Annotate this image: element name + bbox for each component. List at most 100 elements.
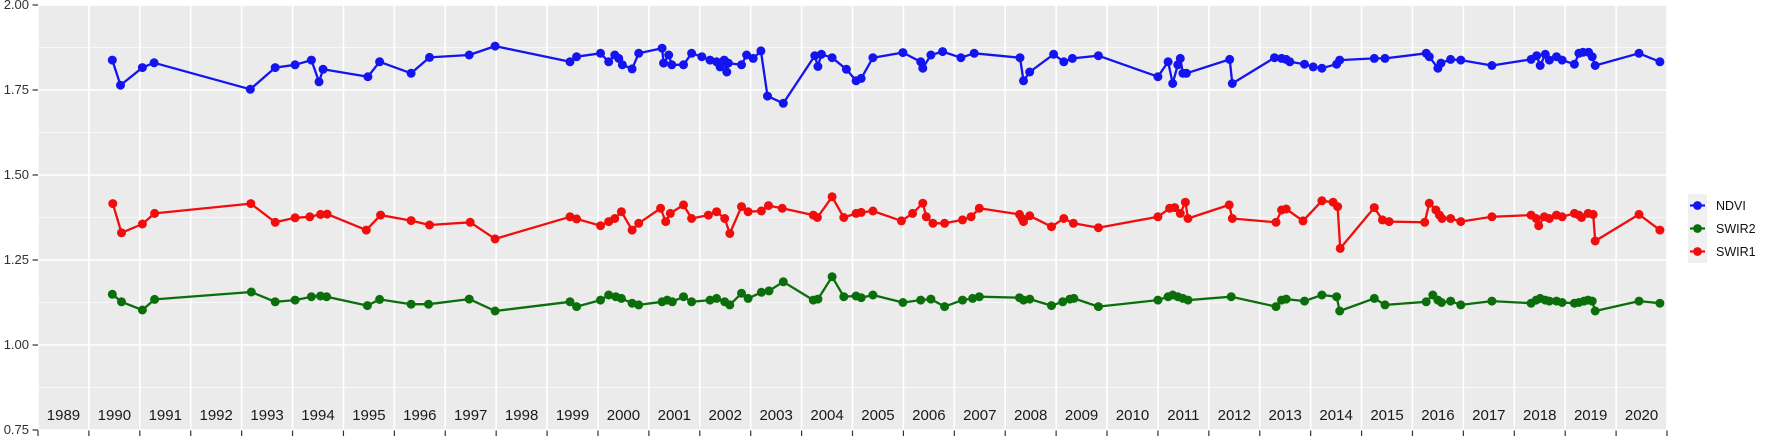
- data-point: [1590, 61, 1600, 70]
- data-point: [1093, 223, 1103, 233]
- data-point: [778, 277, 788, 287]
- data-point: [107, 289, 117, 299]
- data-point: [661, 217, 671, 227]
- data-point: [565, 57, 575, 67]
- data-point: [1025, 294, 1035, 304]
- data-point: [1590, 306, 1600, 316]
- data-point: [679, 60, 688, 70]
- data-point: [1424, 52, 1434, 62]
- data-point: [490, 41, 500, 51]
- data-point: [896, 216, 906, 226]
- data-point: [1271, 217, 1281, 227]
- data-point: [1317, 196, 1327, 206]
- data-point: [406, 216, 416, 226]
- x-axis-label: 1995: [352, 407, 385, 424]
- y-axis-label: 0.75: [4, 422, 29, 437]
- data-point: [490, 234, 500, 244]
- data-point: [908, 208, 918, 218]
- data-point: [634, 218, 644, 228]
- data-point: [572, 52, 582, 62]
- data-point: [687, 48, 697, 58]
- data-point: [1183, 214, 1193, 223]
- x-axis-label: 2017: [1472, 407, 1505, 424]
- data-point: [490, 306, 500, 316]
- data-point: [974, 203, 984, 213]
- data-point: [813, 62, 823, 71]
- data-point: [1369, 203, 1379, 213]
- data-point: [1590, 236, 1600, 246]
- data-point: [1270, 53, 1279, 63]
- data-point: [974, 292, 984, 302]
- data-point: [1456, 217, 1466, 227]
- data-point: [1587, 296, 1597, 306]
- data-point: [712, 293, 722, 303]
- data-point: [1446, 54, 1456, 64]
- data-point: [246, 287, 256, 297]
- data-point: [1163, 57, 1173, 67]
- data-point: [921, 212, 931, 222]
- data-point: [1308, 62, 1318, 72]
- data-point: [1380, 53, 1390, 63]
- data-point: [1557, 298, 1567, 307]
- data-point: [306, 292, 316, 302]
- data-point: [1271, 302, 1281, 312]
- data-point: [616, 293, 626, 303]
- data-point: [839, 292, 849, 302]
- data-point: [1369, 53, 1379, 63]
- data-point: [117, 228, 126, 238]
- data-point: [756, 206, 766, 216]
- data-point: [322, 209, 332, 219]
- x-axis-label: 2001: [658, 407, 691, 424]
- data-point: [1170, 203, 1180, 213]
- data-point: [816, 49, 826, 59]
- data-point: [703, 210, 713, 220]
- data-point: [634, 300, 644, 310]
- data-point: [363, 72, 373, 82]
- data-point: [926, 50, 936, 60]
- legend-entry-ndvi: NDVI: [1688, 194, 1756, 217]
- data-point: [1557, 212, 1567, 222]
- data-point: [812, 213, 822, 222]
- data-point: [918, 198, 928, 208]
- data-point: [604, 57, 614, 67]
- data-point: [656, 203, 666, 213]
- data-point: [1557, 55, 1567, 65]
- data-point: [1180, 197, 1190, 207]
- data-point: [1093, 51, 1103, 61]
- data-point: [940, 302, 950, 312]
- data-point: [117, 297, 126, 307]
- data-point: [720, 214, 730, 223]
- data-point: [464, 50, 474, 60]
- legend-label-swir1: SWIR1: [1716, 244, 1756, 259]
- data-point: [108, 199, 118, 209]
- data-point: [150, 208, 160, 218]
- data-point: [1487, 212, 1497, 222]
- x-axis-label: 1997: [454, 407, 487, 424]
- data-point: [743, 207, 753, 217]
- x-axis-label: 2002: [709, 407, 742, 424]
- data-point: [725, 229, 735, 238]
- data-point: [1380, 300, 1390, 310]
- data-point: [1544, 55, 1554, 65]
- data-point: [1298, 216, 1308, 226]
- data-point: [1421, 297, 1431, 307]
- data-point: [687, 214, 697, 223]
- series-NDVI: [107, 41, 1665, 108]
- data-point: [712, 207, 722, 217]
- data-point: [856, 73, 866, 83]
- data-point: [715, 62, 725, 72]
- data-point: [361, 225, 371, 235]
- data-point: [616, 207, 626, 217]
- data-point: [723, 58, 733, 68]
- y-axis-label: 1.25: [4, 252, 29, 267]
- data-point: [1067, 53, 1077, 63]
- x-axis-label: 2008: [1014, 407, 1047, 424]
- y-axis-label: 1.50: [4, 167, 29, 182]
- data-point: [764, 201, 773, 211]
- data-point: [1335, 306, 1345, 316]
- x-axis-label: 1999: [556, 407, 589, 424]
- x-axis-label: 2000: [607, 407, 640, 424]
- data-point: [322, 292, 332, 302]
- data-point: [1487, 296, 1497, 306]
- data-point: [149, 58, 159, 68]
